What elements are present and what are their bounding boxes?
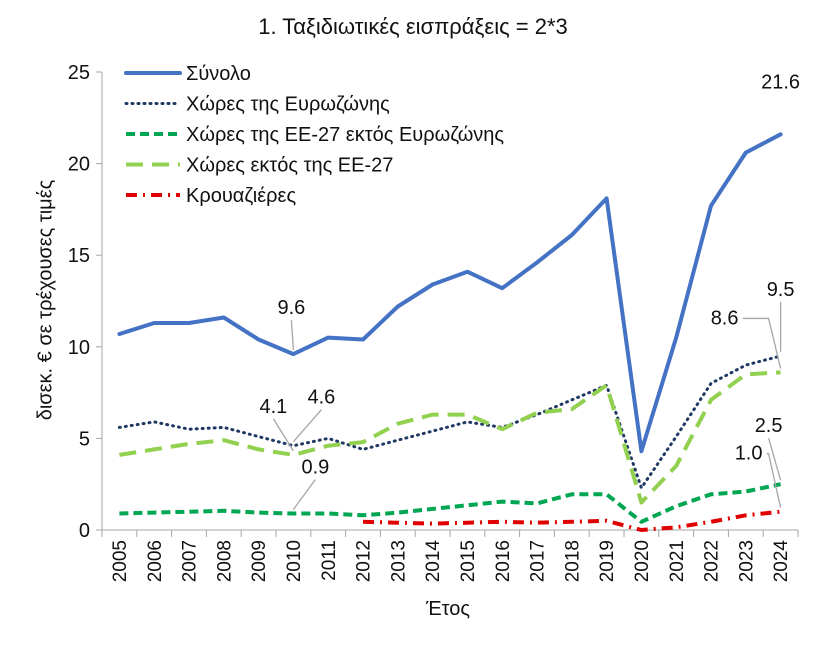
x-tick-label: 2014 (423, 540, 444, 583)
annotation-leader (742, 317, 782, 369)
x-tick-label: 2005 (110, 540, 131, 582)
x-tick-label: 2018 (562, 540, 583, 582)
x-tick-label: 2009 (249, 540, 270, 582)
y-tick-label: 0 (79, 520, 90, 542)
legend-label: Χώρες εκτός της ΕΕ-27 (186, 155, 393, 177)
annotation-leader (290, 320, 295, 351)
x-axis-label: Έτος (425, 598, 471, 620)
y-tick-label: 20 (68, 154, 90, 176)
annotation-leader (292, 409, 322, 443)
annotation-leader (272, 418, 294, 452)
x-tick-label: 2024 (771, 540, 792, 583)
x-tick-label: 2007 (180, 540, 201, 582)
x-tick-label: 2012 (354, 540, 375, 582)
data-label: 2.5 (755, 415, 783, 437)
annotation-leader (766, 453, 782, 508)
data-label: 1.0 (735, 443, 763, 465)
x-tick-label: 2008 (214, 540, 235, 582)
x-tick-label: 2013 (388, 540, 409, 582)
annotation-leader (292, 479, 316, 510)
x-tick-label: 2019 (597, 540, 618, 582)
series-line-5 (362, 509, 781, 532)
legend-label: Σύνολο (186, 63, 251, 85)
x-tick-label: 2017 (528, 540, 549, 582)
y-tick-label: 5 (79, 428, 90, 450)
series-line-2 (117, 354, 783, 490)
data-label: 9.6 (277, 297, 305, 319)
x-tick-label: 2021 (667, 540, 688, 582)
legend-label: Χώρες της ΕΕ-27 εκτός Ευρωζώνης (186, 124, 504, 146)
chart-title: 1. Ταξιδιωτικές εισπράξεις = 2*3 (258, 14, 568, 39)
data-label: 4.1 (259, 396, 287, 418)
x-tick-label: 2020 (632, 540, 653, 582)
x-tick-label: 2006 (145, 540, 166, 582)
y-tick-label: 10 (68, 337, 90, 359)
data-label: 8.6 (711, 307, 739, 329)
x-tick-label: 2010 (284, 540, 305, 582)
legend-label: Χώρες της Ευρωζώνης (186, 94, 390, 116)
legend-label: Κρουαζιέρες (186, 185, 296, 207)
data-label: 4.6 (307, 387, 335, 409)
data-label: 0.9 (301, 457, 329, 479)
x-tick-label: 2016 (493, 540, 514, 582)
x-tick-label: 2023 (736, 540, 757, 582)
series-line-1 (117, 132, 783, 454)
annotation-leader (767, 438, 782, 481)
series-line-3 (119, 482, 782, 524)
x-tick-label: 2015 (458, 540, 479, 582)
x-tick-label: 2011 (319, 540, 340, 581)
y-tick-label: 15 (68, 245, 90, 267)
x-tick-label: 2022 (702, 540, 723, 582)
data-label: 21.6 (761, 71, 800, 93)
series-line-4 (119, 370, 781, 505)
data-label: 9.5 (767, 279, 795, 301)
y-tick-label: 25 (68, 62, 90, 84)
